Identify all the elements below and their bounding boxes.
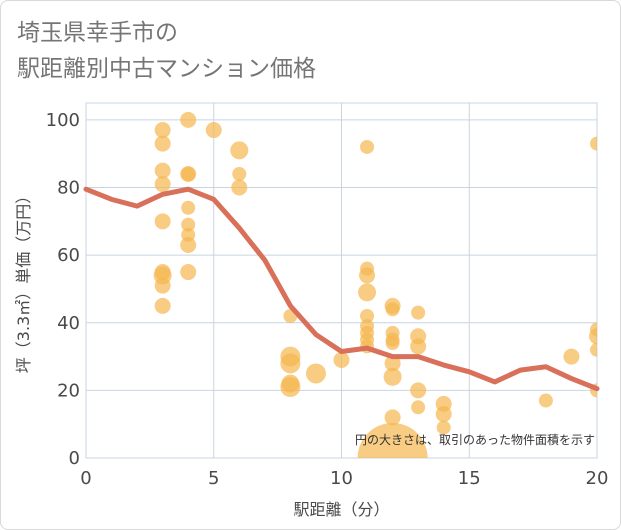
data-bubble bbox=[383, 367, 402, 386]
data-bubble bbox=[538, 393, 553, 408]
data-bubble bbox=[589, 328, 597, 345]
x-tick-label: 5 bbox=[208, 468, 219, 489]
data-bubble bbox=[232, 167, 247, 181]
trend-line bbox=[83, 186, 600, 392]
data-bubble bbox=[563, 348, 580, 365]
data-bubble bbox=[358, 283, 377, 302]
y-tick-label: 20 bbox=[57, 380, 80, 401]
data-bubble bbox=[280, 377, 301, 397]
size-note: 円の大きさは、取引のあった物件面積を示す bbox=[355, 432, 595, 447]
data-bubble bbox=[154, 135, 171, 152]
data-bubble bbox=[360, 139, 375, 154]
data-bubble bbox=[384, 409, 401, 426]
data-bubble bbox=[180, 264, 197, 281]
data-bubble bbox=[410, 382, 427, 399]
data-bubble bbox=[154, 297, 171, 314]
data-bubble bbox=[590, 136, 597, 151]
data-bubble bbox=[154, 162, 171, 179]
data-bubble bbox=[436, 420, 451, 435]
data-bubble bbox=[154, 277, 171, 294]
x-axis-title: 駅距離（分） bbox=[293, 500, 389, 519]
data-bubble bbox=[385, 302, 400, 317]
data-bubble bbox=[154, 176, 171, 193]
data-bubble bbox=[181, 200, 196, 215]
data-bubble bbox=[384, 355, 401, 372]
x-tick-label: 10 bbox=[330, 468, 353, 489]
x-tick-label: 15 bbox=[458, 468, 481, 489]
data-bubble bbox=[230, 141, 249, 160]
data-bubble bbox=[180, 111, 197, 128]
data-bubble bbox=[181, 217, 196, 232]
data-bubble bbox=[305, 363, 326, 384]
y-tick-label: 80 bbox=[57, 178, 80, 199]
data-bubble bbox=[154, 213, 171, 230]
data-bubble bbox=[333, 351, 350, 368]
data-bubble bbox=[385, 336, 400, 351]
y-axis-title: 坪（3.3㎡）単価（万円） bbox=[14, 188, 33, 373]
data-bubble bbox=[180, 237, 197, 253]
data-bubble bbox=[357, 423, 428, 458]
y-tick-label: 100 bbox=[46, 110, 80, 131]
y-tick-label: 60 bbox=[57, 245, 80, 266]
x-tick-label: 0 bbox=[80, 468, 91, 489]
y-tick-label: 0 bbox=[69, 448, 80, 469]
data-bubble bbox=[411, 305, 426, 320]
data-bubble bbox=[205, 122, 222, 139]
data-bubble bbox=[154, 122, 171, 139]
chart-title: 埼玉県幸手市の 駅距離別中古マンション価格 bbox=[17, 20, 316, 82]
data-bubble bbox=[359, 267, 376, 284]
data-bubble bbox=[590, 342, 597, 357]
data-bubble bbox=[411, 400, 426, 415]
data-bubble bbox=[435, 406, 452, 423]
data-bubble bbox=[360, 309, 375, 323]
data-bubble bbox=[181, 167, 196, 181]
data-bubble bbox=[410, 338, 427, 355]
x-tick-label: 20 bbox=[586, 468, 609, 489]
y-tick-label: 40 bbox=[57, 313, 80, 334]
data-bubble bbox=[280, 353, 301, 374]
data-bubble bbox=[231, 179, 248, 196]
